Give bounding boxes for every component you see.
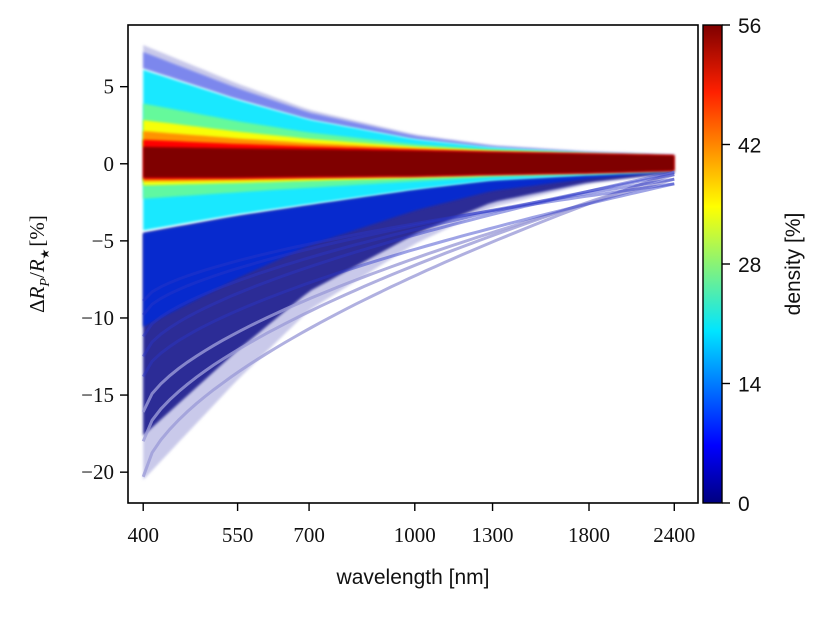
x-tick-label: 2400 xyxy=(653,523,695,547)
plot-frame xyxy=(127,24,699,504)
x-axis: 400 550 700 1000 1300 1800 2400 xyxy=(127,503,695,547)
x-tick-label: 700 xyxy=(293,523,325,547)
y-tick-label: −20 xyxy=(81,460,114,484)
y-tick-label: −15 xyxy=(81,383,114,407)
sample-curve xyxy=(141,182,675,378)
x-tick-label: 1300 xyxy=(472,523,514,547)
y-axis-label: ΔRP/R★[%] xyxy=(25,215,53,313)
y-tick-label: 5 xyxy=(104,75,115,99)
y-tick-label: −10 xyxy=(81,306,114,330)
colorbar-tick-label: 28 xyxy=(738,254,761,277)
x-tick-label: 1000 xyxy=(394,523,436,547)
dark-red-core-band xyxy=(143,146,675,178)
x-tick-label: 400 xyxy=(127,523,159,547)
sample-curve xyxy=(141,177,675,413)
sample-curve xyxy=(141,170,675,358)
lower-yellow-band xyxy=(143,170,675,186)
colorbar-label: density [%] xyxy=(782,213,805,316)
sample-curve xyxy=(142,177,675,316)
x-axis-label: wavelength [nm] xyxy=(336,566,490,589)
colorbar-tick-label: 14 xyxy=(738,374,762,397)
x-tick-label: 550 xyxy=(222,523,254,547)
y-axis: 5 0 −5 −10 −15 −20 xyxy=(81,75,128,484)
colorbar-tick-label: 42 xyxy=(738,135,761,158)
plot-area xyxy=(141,45,675,480)
y-tick-label: 0 xyxy=(104,152,115,176)
y-tick-label: −5 xyxy=(92,229,114,253)
sample-curve xyxy=(141,173,675,338)
lower-orange-band xyxy=(143,170,675,182)
x-tick-label: 1800 xyxy=(568,523,610,547)
colorbar-gradient xyxy=(702,24,723,504)
colorbar-tick-label: 0 xyxy=(738,493,750,516)
colorbar-tick-label: 56 xyxy=(738,15,761,38)
lower-blue-band xyxy=(143,171,675,327)
sample-curve xyxy=(142,182,675,303)
colorbar: 0 14 28 42 56 xyxy=(702,15,762,516)
upper-blue-band xyxy=(143,52,675,156)
